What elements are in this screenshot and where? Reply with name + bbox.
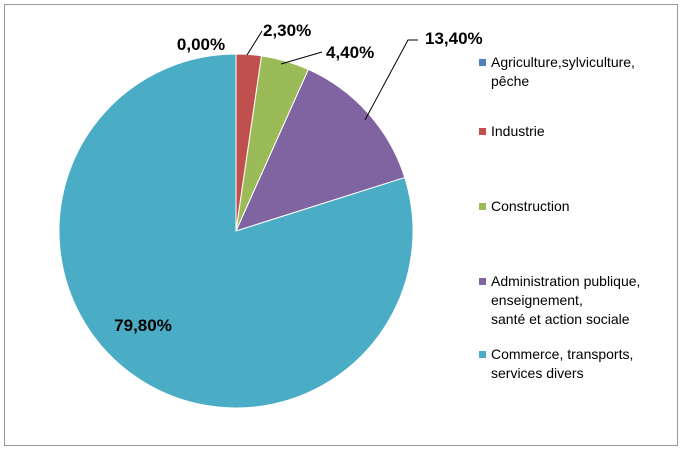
data-labels: 0,00% 2,30% 4,40% 13,40% 79,80% xyxy=(114,21,483,335)
data-label: 2,30% xyxy=(263,21,311,40)
leader-line xyxy=(246,30,263,56)
leader-lines xyxy=(246,30,418,121)
legend-swatch xyxy=(479,278,486,285)
legend-entry: Commerce, transports, services divers xyxy=(491,346,633,381)
data-label: 79,80% xyxy=(114,316,172,335)
legend-swatch xyxy=(479,59,486,66)
legend-swatch xyxy=(479,351,486,358)
legend: Agriculture,sylviculture, pêche Industrie C… xyxy=(479,54,640,381)
data-label: 13,40% xyxy=(425,29,483,48)
legend-entry: Administration publique, enseignement, san… xyxy=(491,273,640,327)
leader-line xyxy=(364,39,418,121)
legend-swatch xyxy=(479,128,486,135)
data-label: 4,40% xyxy=(326,43,374,62)
legend-entry: Industrie xyxy=(491,123,545,139)
data-label: 0,00% xyxy=(177,35,225,54)
legend-swatch xyxy=(479,203,486,210)
pie-slices xyxy=(58,53,414,409)
leader-line xyxy=(280,51,323,65)
pie-slice xyxy=(58,53,414,409)
legend-entry: Agriculture,sylviculture, pêche xyxy=(491,54,635,89)
legend-entry: Construction xyxy=(491,198,570,214)
